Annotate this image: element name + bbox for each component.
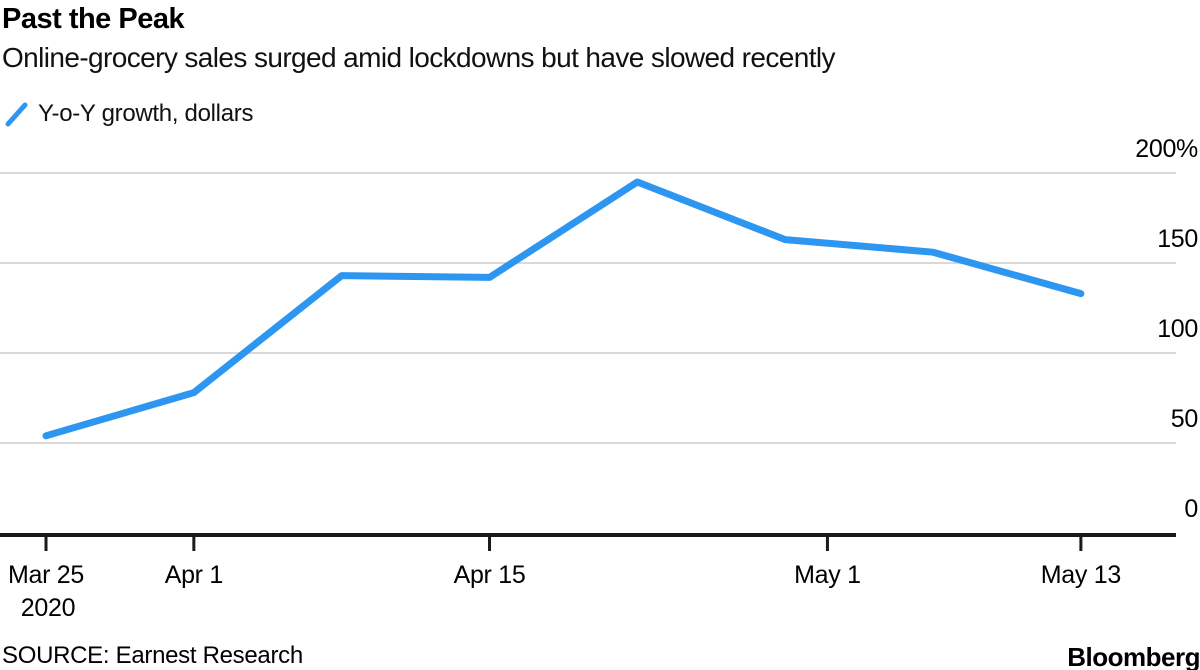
x-axis-label: May 1	[794, 561, 861, 589]
data-line-yoy-growth	[42, 178, 1085, 440]
x-axis-label: Apr 15	[454, 561, 526, 589]
y-axis-label: 50	[1171, 405, 1198, 433]
source-text: SOURCE: Earnest Research	[2, 642, 303, 669]
legend-label: Y-o-Y growth, dollars	[38, 100, 254, 127]
x-axis-label: May 13	[1041, 561, 1121, 589]
y-axis-label: 150	[1157, 225, 1198, 253]
y-axis-label: 0	[1184, 495, 1198, 523]
chart-subtitle: Online-grocery sales surged amid lockdow…	[2, 42, 836, 73]
x-axis-label: Mar 25	[8, 561, 84, 589]
x-axis-label: Apr 1	[165, 561, 223, 589]
x-axis-sublabel: 2020	[21, 594, 75, 622]
chart-title: Past the Peak	[2, 3, 185, 35]
y-axis-label: 200%	[1135, 135, 1198, 163]
legend-line-icon	[5, 102, 28, 126]
y-axis-label: 100	[1157, 315, 1198, 343]
bloomberg-logo: Bloomberg	[1067, 642, 1200, 670]
legend: Y-o-Y growth, dollars	[4, 100, 253, 128]
